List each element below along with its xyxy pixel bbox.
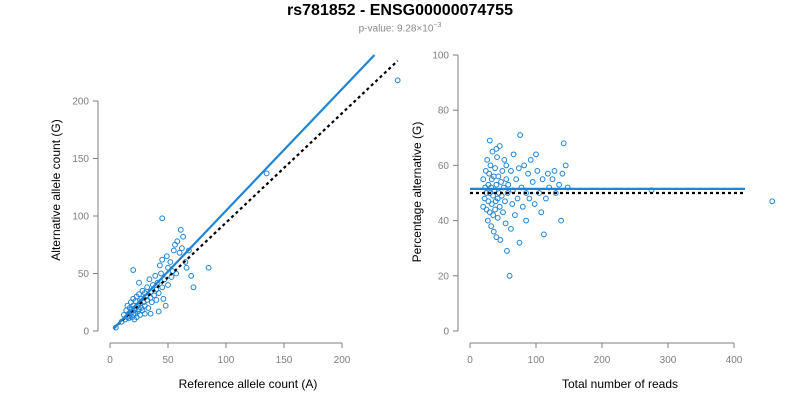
left-data-point [163, 253, 170, 260]
left-y-tick-label: 0 [83, 327, 89, 338]
left-data-point [137, 312, 144, 318]
left-data-point [205, 264, 212, 271]
left-y-tick-label: 200 [72, 97, 89, 108]
left-points [112, 77, 401, 331]
left-data-point [190, 284, 197, 291]
left-data-point [165, 282, 171, 288]
left-x-tick-label: 0 [107, 355, 113, 366]
left-data-point [136, 279, 142, 286]
left-data-point [159, 284, 166, 291]
left-data-point [156, 262, 163, 269]
left-x-tick-label: 200 [334, 355, 351, 366]
left-data-point [147, 310, 154, 317]
left-data-point [179, 245, 185, 252]
left-y-axis-label: Alternative allele count (G) [49, 119, 63, 260]
pvalue-text: p-value: 9.28×10 [358, 23, 434, 35]
chart-subtitle: p-value: 9.28×10−3 [0, 22, 800, 34]
left-data-point [130, 267, 137, 273]
left-data-point [174, 238, 181, 245]
left-x-tick-label: 100 [218, 355, 235, 366]
left-lines [112, 54, 399, 330]
left-data-point [188, 272, 195, 279]
left-data-point [155, 290, 162, 296]
left-data-point [145, 305, 152, 311]
left-data-point [172, 241, 178, 248]
left-data-point [136, 291, 142, 298]
left-axes: 0 50 100 150 200 0 50 100 150 200 [72, 97, 350, 367]
left-y-tick-label: 150 [72, 154, 89, 165]
left-data-point [173, 270, 180, 277]
left-data-point [144, 284, 151, 291]
left-y-tick-label: 50 [78, 269, 90, 280]
left-data-point [177, 226, 184, 233]
left-data-point [159, 256, 166, 263]
left-data-point [170, 247, 177, 254]
left-data-point [162, 302, 169, 309]
left-data-point [159, 215, 166, 222]
left-fit-line [112, 54, 376, 330]
left-data-point [183, 264, 190, 271]
left-y-tick-label: 100 [72, 212, 89, 223]
pvalue-exponent: −3 [433, 22, 442, 29]
left-x-tick-label: 50 [162, 355, 174, 366]
left-data-point [176, 249, 183, 256]
left-data-point [394, 77, 401, 84]
left-reference-line [112, 59, 399, 330]
left-data-point [146, 276, 153, 283]
left-data-point [160, 295, 167, 302]
left-data-point [155, 308, 162, 315]
left-data-point [148, 299, 155, 306]
left-data-point [263, 170, 270, 177]
left-data-point [158, 270, 164, 277]
left-data-point [154, 279, 161, 286]
left-data-point [152, 272, 159, 279]
left-data-point [153, 297, 160, 303]
left-data-point [141, 310, 148, 317]
left-data-point [151, 292, 157, 299]
left-x-tick-label: 150 [276, 355, 293, 366]
chart-title: rs781852 - ENSG00000074755 [287, 2, 513, 19]
left-data-point [127, 299, 134, 306]
left-x-axis-label: Reference allele count (A) [179, 377, 318, 391]
left-data-point [180, 233, 186, 240]
left-data-point [167, 259, 174, 265]
